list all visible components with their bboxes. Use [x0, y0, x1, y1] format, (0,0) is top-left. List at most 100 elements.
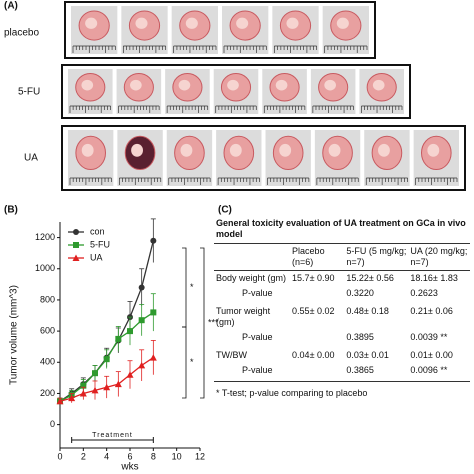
- y-tick-label: 1200: [35, 232, 55, 242]
- legend-marker: [72, 254, 80, 261]
- legend-label: 5-FU: [90, 239, 110, 249]
- table-cell: 0.0039 **: [410, 332, 448, 342]
- table-cell: 0.3895: [346, 332, 374, 342]
- table-cell: Body weight (gm): [216, 273, 287, 283]
- table-cell: 0.04± 0.00: [292, 350, 335, 360]
- table-cell: 18.16± 1.83: [410, 273, 458, 283]
- tumor-highlight: [81, 79, 94, 91]
- tumor-highlight: [378, 143, 390, 157]
- significance-label: ***: [208, 317, 219, 327]
- y-tick-label: 600: [40, 325, 55, 335]
- marker: [103, 383, 111, 391]
- tumor-highlight: [324, 79, 336, 91]
- x-tick-label: 2: [81, 451, 86, 461]
- marker: [56, 397, 64, 405]
- significance-bracket: [182, 326, 187, 399]
- marker: [138, 361, 146, 369]
- tumor-highlight: [131, 143, 143, 157]
- marker: [138, 317, 145, 324]
- marker: [79, 389, 87, 397]
- tumor-highlight: [275, 79, 288, 91]
- table-cell: 0.01± 0.00: [410, 350, 453, 360]
- y-tick-label: 400: [40, 357, 55, 367]
- legend-marker: [73, 229, 79, 235]
- footnote: * T-test; p-value comparing to placebo: [216, 388, 368, 398]
- marker: [150, 237, 157, 244]
- marker: [92, 370, 98, 377]
- tumor-highlight: [372, 79, 385, 91]
- panel-label: (B): [4, 205, 18, 216]
- row-label: placebo: [4, 28, 39, 39]
- marker: [115, 335, 122, 342]
- x-tick-label: 0: [57, 451, 62, 461]
- table-cell: 0.55± 0.02: [292, 306, 335, 316]
- significance-label: *: [190, 357, 194, 367]
- tumor-highlight: [286, 17, 299, 29]
- marker: [114, 380, 122, 388]
- marker: [150, 309, 157, 316]
- x-axis-label: wks: [120, 462, 138, 473]
- row-label: 5-FU: [18, 87, 40, 98]
- table-cell: [290, 286, 344, 304]
- x-tick-label: 10: [172, 451, 182, 461]
- marker: [138, 284, 145, 291]
- significance-bracket: [182, 247, 187, 328]
- x-tick-label: 6: [127, 451, 132, 461]
- tumor-highlight: [135, 17, 148, 29]
- row-label: UA: [24, 153, 38, 164]
- table-cell: [290, 330, 344, 348]
- y-tick-label: 800: [40, 294, 55, 304]
- table-cell: 0.3220: [346, 288, 374, 298]
- tumor-highlight: [81, 143, 94, 157]
- marker: [80, 382, 87, 389]
- tumor-highlight: [130, 79, 142, 91]
- treatment-label: Treatment: [92, 432, 133, 439]
- panel-label: (C): [218, 205, 232, 216]
- panel-label: (A): [4, 1, 18, 12]
- x-tick-label: 8: [151, 451, 156, 461]
- table-cell: [214, 244, 291, 271]
- marker: [91, 386, 99, 394]
- table-row: P-value 0.3895 0.0039 **: [214, 330, 470, 348]
- table-cell: Placebo (n=6): [290, 244, 345, 271]
- tumor-highlight: [427, 143, 440, 157]
- table-cell: 0.21± 0.06: [410, 306, 453, 316]
- tumor-highlight: [336, 17, 349, 29]
- x-tick-label: 12: [195, 451, 205, 461]
- table-cell: 0.48± 0.18: [346, 306, 389, 316]
- table-row: P-value 0.3865 0.0096 **: [214, 363, 470, 382]
- table-cell: 15.22± 0.56: [346, 273, 394, 283]
- table-cell: 0.3865: [344, 363, 409, 382]
- table-cell: UA (20 mg/kg; n=7): [408, 244, 470, 271]
- table-cell: P-value: [214, 363, 291, 382]
- table-cell: Tumor weight (gm): [216, 306, 271, 327]
- table-cell: 0.03± 0.01: [346, 350, 389, 360]
- table-cell: TW/BW: [216, 350, 247, 360]
- table-row: TW/BW 0.04± 0.00 0.03± 0.01 0.01± 0.00: [214, 348, 470, 363]
- legend-label: UA: [90, 252, 103, 262]
- marker: [127, 328, 133, 335]
- tumor-highlight: [180, 143, 193, 157]
- table: Placebo (n=6) 5-FU (5 mg/kg; n=7) UA (20 m…: [214, 244, 470, 382]
- toxicity-table: General toxicity evaluation of UA treatm…: [214, 216, 470, 404]
- table-cell: [290, 363, 345, 382]
- significance-bracket: [200, 247, 205, 399]
- legend-label: con: [90, 226, 105, 236]
- table-cell: 5-FU (5 mg/kg; n=7): [344, 244, 409, 271]
- tumor-highlight: [229, 143, 242, 157]
- marker: [149, 354, 157, 361]
- table-row: Placebo (n=6) 5-FU (5 mg/kg; n=7) UA (20 m…: [214, 244, 470, 271]
- tumor-highlight: [185, 17, 198, 29]
- y-tick-label: 1000: [35, 263, 55, 273]
- marker: [68, 394, 76, 402]
- table-cell: 15.7± 0.90: [292, 273, 335, 283]
- marker: [103, 356, 110, 363]
- table-row: P-value 0.3220 0.2623: [214, 286, 470, 304]
- table-row: Body weight (gm) 15.7± 0.90 15.22± 0.56 18.…: [214, 271, 470, 287]
- x-tick-label: 4: [104, 451, 109, 461]
- tumor-highlight: [236, 17, 249, 29]
- table-cell: P-value: [242, 288, 273, 298]
- marker: [126, 371, 134, 378]
